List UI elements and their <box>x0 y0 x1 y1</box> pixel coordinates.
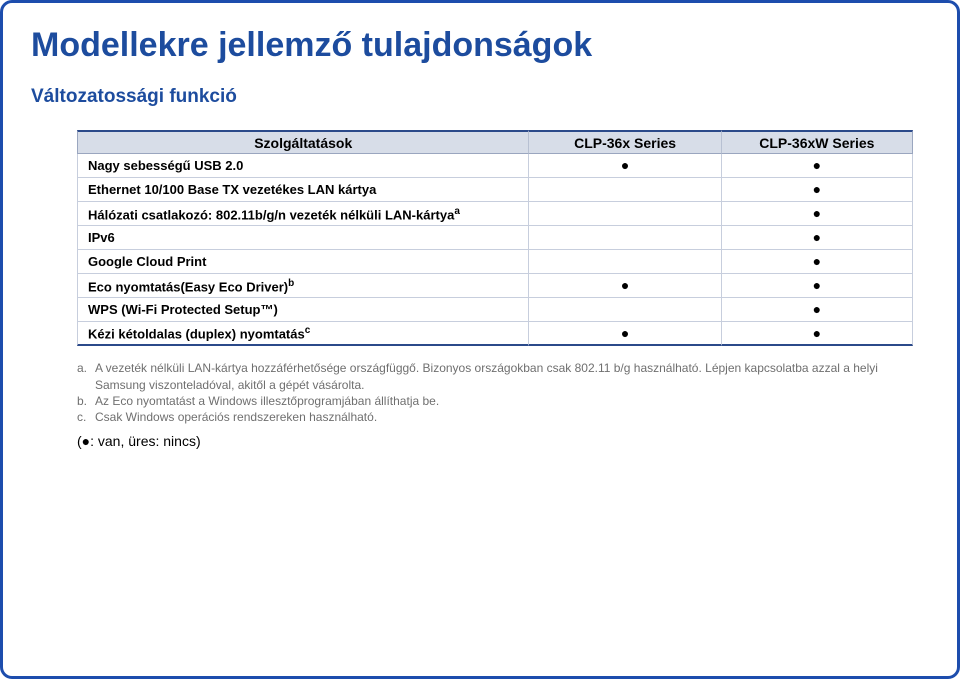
section-subtitle: Változatossági funkció <box>31 86 929 108</box>
footnote-label: a. <box>77 360 91 392</box>
page-title: Modellekre jellemző tulajdonságok <box>31 27 929 64</box>
dot-icon: ● <box>813 277 821 293</box>
cell-clp36x: ● <box>528 322 720 346</box>
footnote-ref: c <box>305 325 311 336</box>
cell-clp36xw: ● <box>721 154 913 178</box>
footnote-ref: b <box>288 278 294 289</box>
feature-label: Ethernet 10/100 Base TX vezetékes LAN ká… <box>77 178 528 202</box>
dot-icon: ● <box>813 157 821 173</box>
dot-icon: ● <box>621 325 629 341</box>
footnote-text: Csak Windows operációs rendszereken hasz… <box>95 409 913 425</box>
cell-clp36xw: ● <box>721 322 913 346</box>
feature-label: Kézi kétoldalas (duplex) nyomtatásc <box>77 322 528 346</box>
table-row: Eco nyomtatás(Easy Eco Driver)b ● ● <box>77 274 913 298</box>
cell-clp36x <box>528 298 720 322</box>
cell-clp36xw: ● <box>721 202 913 226</box>
footnote-text: Az Eco nyomtatást a Windows illesztőprog… <box>95 393 913 409</box>
cell-clp36x: ● <box>528 274 720 298</box>
feature-label: Eco nyomtatás(Easy Eco Driver)b <box>77 274 528 298</box>
table-row: Nagy sebességű USB 2.0 ● ● <box>77 154 913 178</box>
cell-clp36xw: ● <box>721 226 913 250</box>
table-row: Hálózati csatlakozó: 802.11b/g/n vezeték… <box>77 202 913 226</box>
table-row: Kézi kétoldalas (duplex) nyomtatásc ● ● <box>77 322 913 346</box>
footnote-ref: a <box>454 206 460 217</box>
dot-icon: ● <box>813 229 821 245</box>
table-row: Ethernet 10/100 Base TX vezetékes LAN ká… <box>77 178 913 202</box>
dot-icon: ● <box>813 253 821 269</box>
feature-label: WPS (Wi-Fi Protected Setup™) <box>77 298 528 322</box>
dot-icon: ● <box>813 205 821 221</box>
feature-label: Nagy sebességű USB 2.0 <box>77 154 528 178</box>
page-frame: Modellekre jellemző tulajdonságok Változ… <box>0 0 960 679</box>
footnote: a.A vezeték nélküli LAN-kártya hozzáférh… <box>77 360 913 392</box>
cell-clp36x <box>528 250 720 274</box>
cell-clp36x: ● <box>528 154 720 178</box>
cell-clp36xw: ● <box>721 298 913 322</box>
footnote-text: A vezeték nélküli LAN-kártya hozzáférhet… <box>95 360 913 392</box>
table-row: Google Cloud Print ● <box>77 250 913 274</box>
table-row: IPv6 ● <box>77 226 913 250</box>
table-row: WPS (Wi-Fi Protected Setup™) ● <box>77 298 913 322</box>
column-header-clp36x: CLP-36x Series <box>528 130 720 154</box>
footnote-label: c. <box>77 409 91 425</box>
cell-clp36xw: ● <box>721 178 913 202</box>
dot-icon: ● <box>813 181 821 197</box>
column-header-clp36xw: CLP-36xW Series <box>721 130 913 154</box>
column-header-feature: Szolgáltatások <box>77 130 528 154</box>
feature-label: IPv6 <box>77 226 528 250</box>
feature-label: Google Cloud Print <box>77 250 528 274</box>
dot-icon: ● <box>621 157 629 173</box>
footnote: c.Csak Windows operációs rendszereken ha… <box>77 409 913 425</box>
cell-clp36x <box>528 178 720 202</box>
footnote-label: b. <box>77 393 91 409</box>
cell-clp36x <box>528 202 720 226</box>
table-header-row: Szolgáltatások CLP-36x Series CLP-36xW S… <box>77 130 913 154</box>
legend: (●: van, üres: nincs) <box>77 433 929 449</box>
dot-icon: ● <box>813 325 821 341</box>
feature-table: Szolgáltatások CLP-36x Series CLP-36xW S… <box>77 130 913 346</box>
dot-icon: ● <box>813 301 821 317</box>
footnote: b.Az Eco nyomtatást a Windows illesztőpr… <box>77 393 913 409</box>
cell-clp36xw: ● <box>721 274 913 298</box>
cell-clp36x <box>528 226 720 250</box>
dot-icon: ● <box>621 277 629 293</box>
cell-clp36xw: ● <box>721 250 913 274</box>
footnotes: a.A vezeték nélküli LAN-kártya hozzáférh… <box>77 360 913 425</box>
feature-table-wrap: Szolgáltatások CLP-36x Series CLP-36xW S… <box>77 130 913 346</box>
feature-label: Hálózati csatlakozó: 802.11b/g/n vezeték… <box>77 202 528 226</box>
